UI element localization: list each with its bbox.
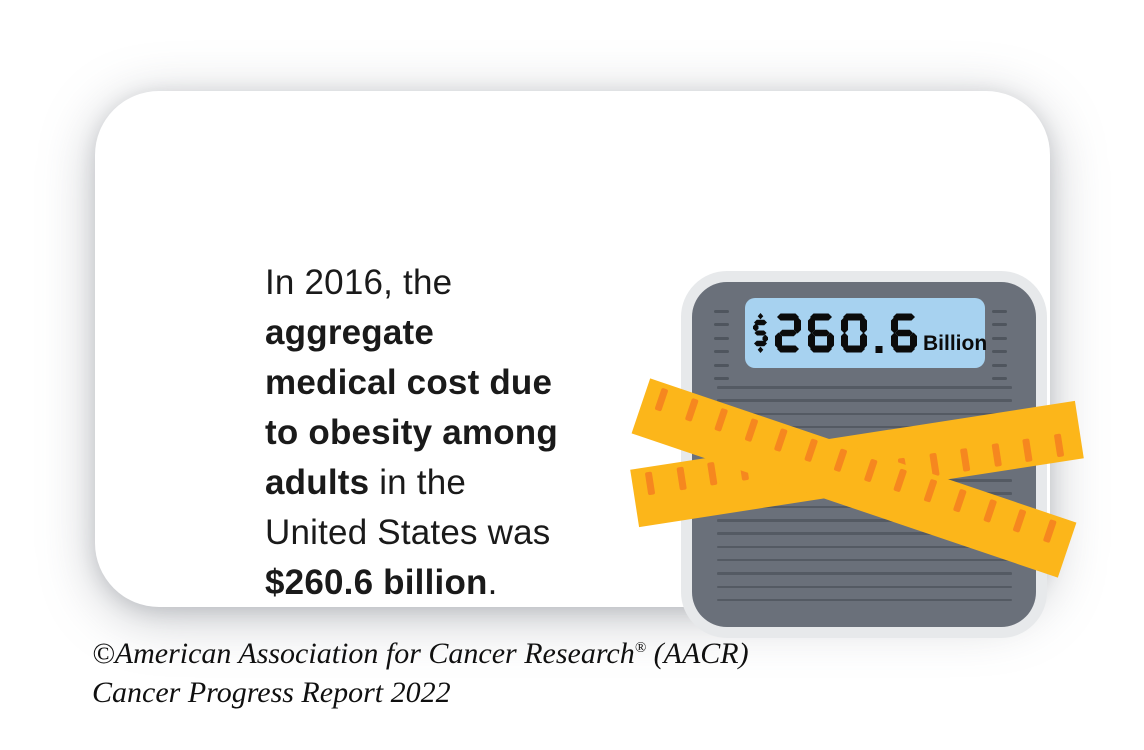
tape-tick-mark [707,461,718,486]
attribution-line-1: ©American Association for Cancer Researc… [92,634,749,673]
statement-segment-bold: medical cost due [265,363,553,402]
tape-tick-mark [959,448,971,472]
scale-dash [714,323,729,327]
scale-texture-dashes-right [992,310,1007,394]
registered-trademark-symbol: ® [634,640,647,656]
scale-line [717,425,1012,429]
tape-tick-mark [1012,508,1027,533]
scale-line [717,386,1012,389]
scale-line [717,598,1012,602]
statement-line: In 2016, the [265,258,695,308]
statement-line: medical cost due [265,358,695,408]
statement-segment: United States was [265,513,551,552]
copyright-attribution: ©American Association for Cancer Researc… [92,634,749,712]
statement-segment: in the [369,463,467,502]
statement-segment-bold: adults [265,463,370,502]
tape-tick-mark [803,438,818,463]
scale-dash [714,310,729,313]
tape-tick-mark [644,471,656,496]
statement-text: In 2016, the aggregate medical cost due … [265,258,695,608]
seven-segment-readout [753,313,917,353]
tape-tick-mark [991,443,1002,467]
tape-tick-mark [893,468,908,493]
scale-line [717,572,1012,575]
scale-line [717,558,1012,562]
statement-segment-bold: to obesity among [265,413,558,452]
scale-dash [992,377,1007,380]
scale-dash [714,350,729,354]
scale-dash [992,363,1007,367]
tape-tick-mark [743,417,758,442]
tape-tick-mark [714,407,729,432]
tape-tick-mark [952,488,967,513]
tape-tick-mark [863,458,878,483]
tape-tick-mark [922,478,937,503]
tape-tick-mark [684,397,699,422]
infographic-card: In 2016, the aggregate medical cost due … [95,91,1084,638]
statement-segment: In 2016, the [265,263,453,302]
statement-segment-bold: aggregate [265,313,435,352]
lcd-digital-value [753,313,917,353]
tape-tick-mark [1042,518,1057,543]
scale-dash [992,323,1007,327]
scale-lcd-display: Billion [745,298,988,368]
scale-dash [714,363,729,367]
attribution-line-2: Cancer Progress Report 2022 [92,676,451,709]
tape-tick-mark [1053,433,1064,458]
statement-line: United States was [265,508,695,558]
statement-segment: . [487,563,498,602]
scale-dash [992,350,1007,354]
scale-dash [992,336,1007,340]
scale-line [717,532,1012,535]
statement-line: aggregate [265,308,695,358]
scale-dash [714,377,729,380]
tape-tick-mark [773,428,788,453]
scale-line [717,545,1012,549]
tape-tick-mark [982,498,997,523]
scale-line [717,399,1012,402]
attribution-org: ©American Association for Cancer Researc… [92,637,635,670]
scale-line [717,585,1012,589]
scale-texture-dashes-left [714,310,729,394]
scale-dash [992,310,1007,313]
scale-dash [714,336,729,340]
tape-tick-mark [654,387,669,412]
statement-line: adults in the [265,458,695,508]
attribution-acronym: (AACR) [646,637,749,670]
tape-tick-mark [675,466,687,491]
lcd-unit-label: Billion [923,332,988,355]
scale-line [717,412,1012,416]
tape-tick-mark [1022,438,1033,463]
tape-tick-mark [833,448,848,473]
statement-line: to obesity among [265,408,695,458]
statement-segment-bold: $260.6 billion [265,563,488,602]
scale-line [717,519,1012,522]
statement-line: $260.6 billion. [265,558,695,608]
